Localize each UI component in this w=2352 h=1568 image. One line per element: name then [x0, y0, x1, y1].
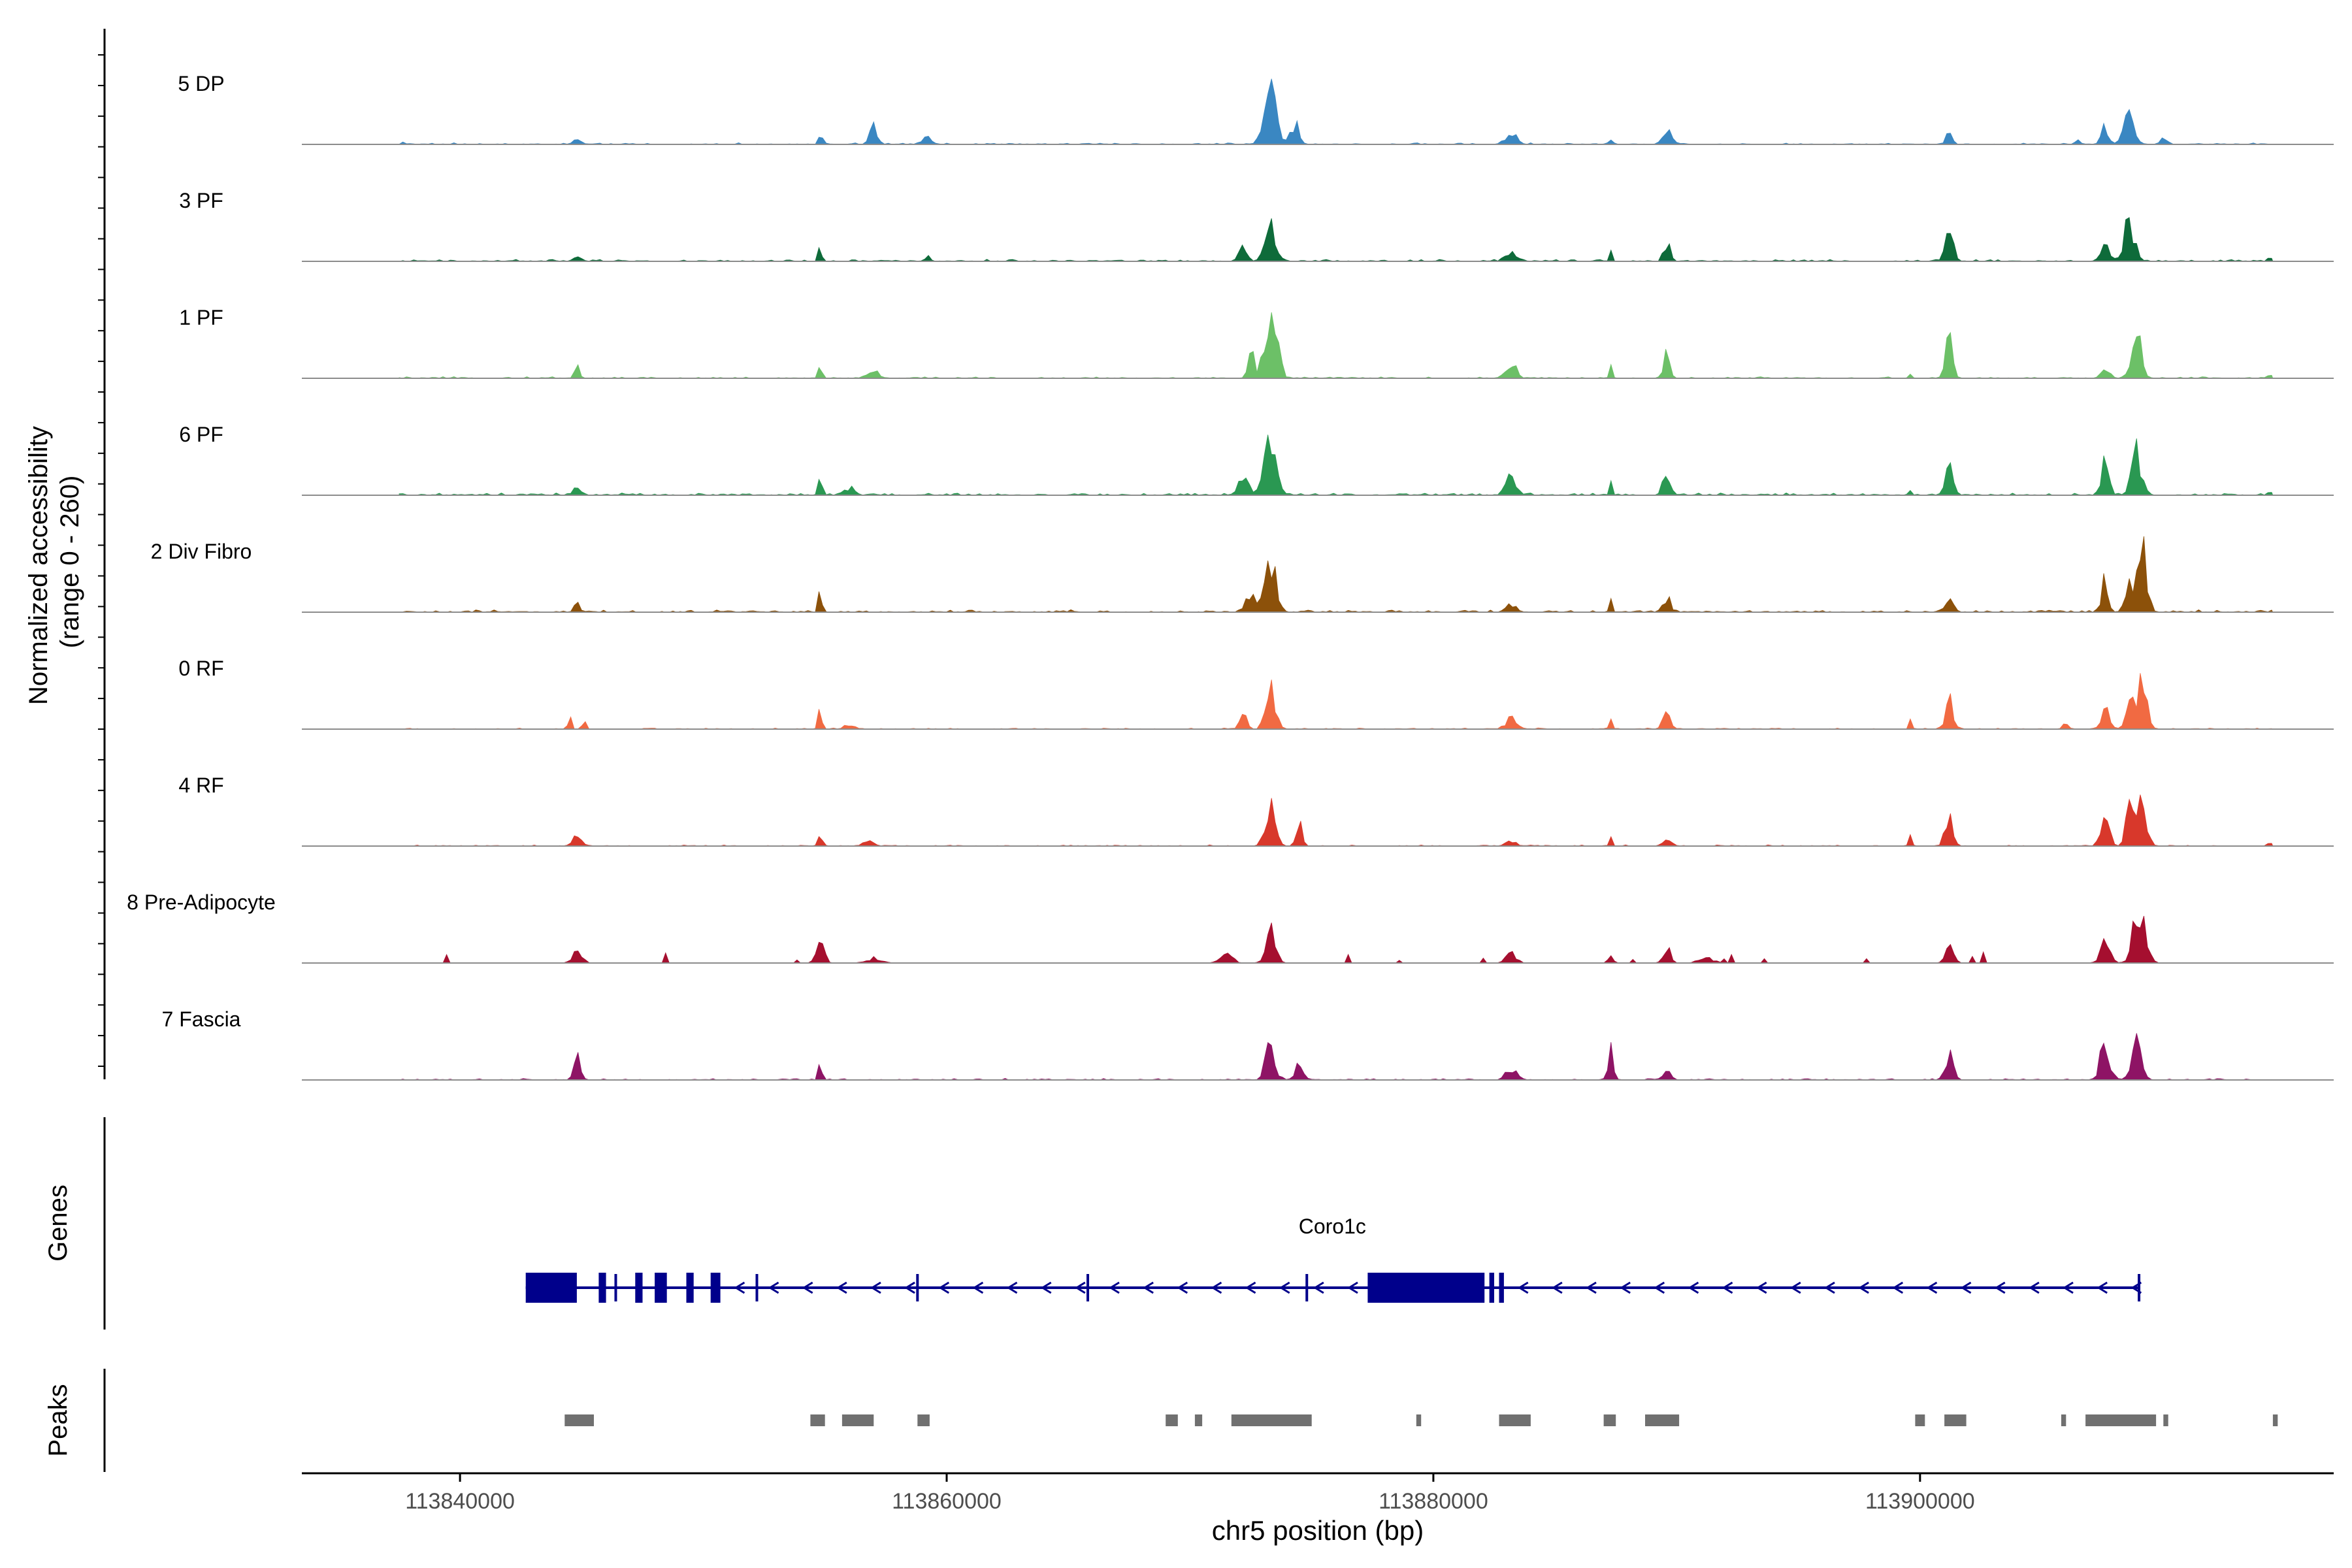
- gene-exon-8: [1499, 1273, 1504, 1303]
- strand-arrow: [1688, 1281, 1699, 1294]
- coverage-tracks: 5 DP 3 PF 1 PF 6 PF 2 Div Fibro 0 RF 4 RF 8 Pre…: [127, 72, 2334, 1081]
- gene-exon-4: [686, 1273, 694, 1303]
- coverage-track-label-2: 1 PF: [179, 306, 223, 329]
- gene-exon-6: [1367, 1273, 1485, 1303]
- strand-arrow: [734, 1281, 745, 1294]
- strand-arrow: [1994, 1281, 2006, 1294]
- peak-region-0: [564, 1414, 594, 1426]
- strand-arrow: [836, 1281, 847, 1294]
- strand-arrow: [1211, 1281, 1222, 1294]
- coverage-track-label-7: 8 Pre-Adipocyte: [127, 890, 276, 914]
- gene-exon-0: [525, 1273, 577, 1303]
- strand-arrow: [904, 1281, 915, 1294]
- coverage-track-label-4: 2 Div Fibro: [151, 540, 252, 563]
- x-tick-label: 113840000: [405, 1489, 515, 1514]
- coverage-track-6: 4 RF: [178, 774, 2334, 847]
- coverage-track-8: 7 Fascia: [162, 1007, 2334, 1081]
- peak-region-7: [1416, 1414, 1422, 1426]
- strand-arrow: [802, 1281, 813, 1294]
- strand-arrow: [1313, 1281, 1324, 1294]
- coverage-track-0: 5 DP: [178, 72, 2334, 145]
- strand-arrow: [1722, 1281, 1733, 1294]
- peak-region-11: [1915, 1414, 1925, 1426]
- strand-arrow: [1040, 1281, 1052, 1294]
- strand-arrow: [1858, 1281, 1869, 1294]
- x-tick-label: 113880000: [1379, 1489, 1488, 1514]
- gene-exon-5: [710, 1273, 721, 1303]
- coverage-track-5: 0 RF: [178, 657, 2334, 730]
- gene-exon-1: [598, 1273, 606, 1303]
- strand-arrow: [768, 1281, 779, 1294]
- peak-regions: [564, 1414, 2278, 1426]
- coverage-y-axis-label: Normalized accessibility (range 0 - 260): [24, 419, 84, 705]
- coverage-track-2: 1 PF: [179, 306, 2334, 379]
- strand-arrow: [1245, 1281, 1256, 1294]
- strand-arrow: [1654, 1281, 1665, 1294]
- peak-region-5: [1194, 1414, 1203, 1426]
- strand-arrow: [1960, 1281, 1972, 1294]
- coverage-track-label-0: 5 DP: [178, 72, 224, 95]
- strand-arrow: [1517, 1281, 1529, 1294]
- coverage-y-axis-label-line2: (range 0 - 260): [56, 476, 84, 649]
- coverage-track-3: 6 PF: [179, 423, 2334, 496]
- peak-region-3: [917, 1414, 930, 1426]
- coverage-track-7: 8 Pre-Adipocyte: [127, 890, 2334, 964]
- coverage-track-label-8: 7 Fascia: [162, 1007, 241, 1031]
- coverage-track-label-3: 6 PF: [179, 423, 223, 446]
- strand-arrow: [2063, 1281, 2074, 1294]
- strand-arrow: [1143, 1281, 1154, 1294]
- peak-region-16: [2272, 1414, 2278, 1426]
- x-axis-ticks: 113840000 113860000 113880000 113900000: [405, 1473, 1975, 1514]
- strand-arrow: [1790, 1281, 1801, 1294]
- coverage-track-4: 2 Div Fibro: [151, 536, 2334, 613]
- strand-arrow: [1892, 1281, 1904, 1294]
- strand-arrow: [1926, 1281, 1938, 1294]
- peak-region-14: [2085, 1414, 2157, 1426]
- peak-region-6: [1231, 1414, 1312, 1426]
- strand-arrow: [2097, 1281, 2108, 1294]
- strand-arrow: [1552, 1281, 1563, 1294]
- strand-arrow: [1177, 1281, 1188, 1294]
- strand-arrow: [1279, 1281, 1290, 1294]
- strand-arrow: [1347, 1281, 1358, 1294]
- gene-model: [525, 1273, 2142, 1303]
- peaks-track-label: Peaks: [44, 1384, 73, 1456]
- gene-exon-7: [1489, 1273, 1494, 1303]
- strand-arrow: [1756, 1281, 1767, 1294]
- coverage-track-label-6: 4 RF: [178, 774, 223, 797]
- strand-arrow: [2029, 1281, 2040, 1294]
- x-tick-label: 113900000: [1865, 1489, 1975, 1514]
- strand-arrow: [1824, 1281, 1835, 1294]
- peak-region-15: [2163, 1414, 2168, 1426]
- strand-arrow: [870, 1281, 881, 1294]
- strand-arrow: [972, 1281, 984, 1294]
- peak-region-12: [1944, 1414, 1967, 1426]
- gene-exon-2: [635, 1273, 643, 1303]
- peak-region-2: [841, 1414, 874, 1426]
- peak-region-13: [2061, 1414, 2066, 1426]
- strand-arrow: [1586, 1281, 1597, 1294]
- x-axis-label: chr5 position (bp): [1212, 1515, 1424, 1546]
- strand-arrow: [938, 1281, 950, 1294]
- genes-track-label: Genes: [44, 1184, 73, 1262]
- x-tick-label: 113860000: [892, 1489, 1002, 1514]
- peak-region-9: [1603, 1414, 1616, 1426]
- coverage-track-1: 3 PF: [179, 189, 2334, 262]
- strand-arrow: [1109, 1281, 1120, 1294]
- strand-arrow: [1006, 1281, 1018, 1294]
- peak-region-1: [810, 1414, 825, 1426]
- peak-region-4: [1166, 1414, 1178, 1426]
- strand-arrow: [1620, 1281, 1631, 1294]
- coverage-y-axis: [98, 29, 106, 1079]
- peak-region-8: [1499, 1414, 1531, 1426]
- coverage-y-axis-label-line1: Normalized accessibility: [24, 426, 53, 705]
- peak-region-10: [1645, 1414, 1680, 1426]
- coverage-track-label-1: 3 PF: [179, 189, 223, 212]
- coverage-track-label-5: 0 RF: [178, 657, 223, 680]
- gene-exon-3: [655, 1273, 667, 1303]
- gene-label: Coro1c: [1299, 1215, 1366, 1238]
- strand-arrow: [1074, 1281, 1086, 1294]
